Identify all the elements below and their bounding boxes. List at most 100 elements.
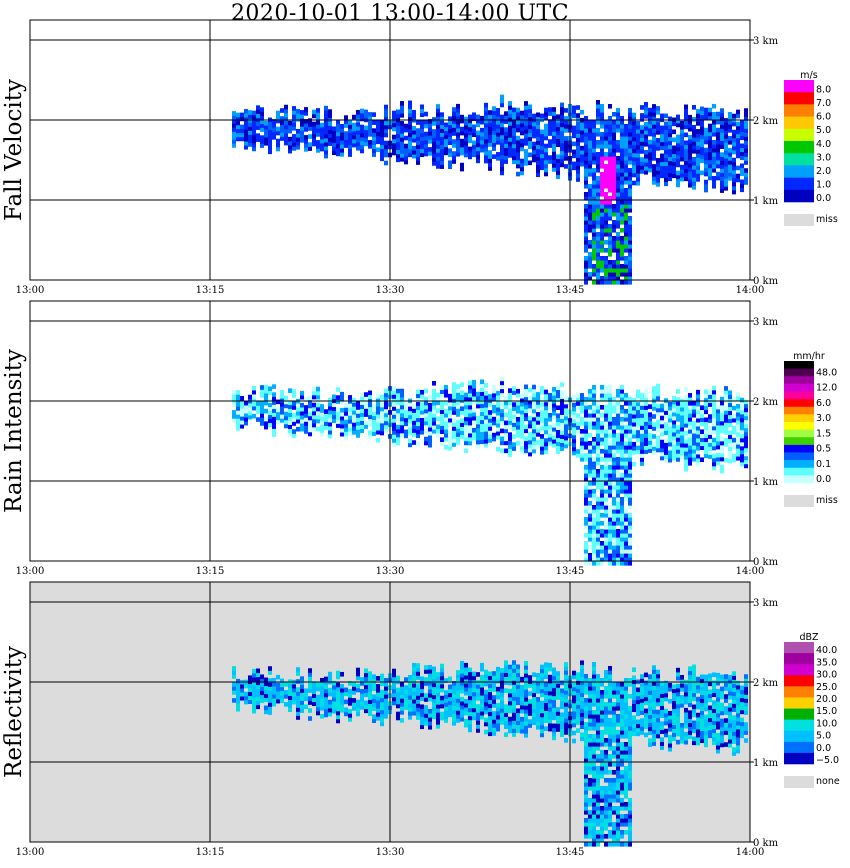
echo-cell — [592, 750, 596, 755]
echo-cell — [740, 131, 744, 137]
echo-cell — [464, 432, 468, 438]
echo-cell — [384, 140, 388, 146]
echo-cell — [516, 123, 520, 129]
echo-cell — [640, 165, 644, 170]
echo-cell — [232, 686, 236, 691]
echo-cell — [728, 442, 732, 448]
echo-cell — [420, 716, 424, 722]
echo-cell — [596, 409, 600, 414]
echo-cell — [472, 112, 476, 118]
echo-cell — [604, 505, 608, 510]
echo-cell — [692, 165, 696, 170]
echo-cell — [696, 169, 700, 174]
echo-cell — [616, 493, 620, 498]
echo-cell — [584, 409, 588, 414]
echo-cell — [600, 176, 604, 181]
echo-cell — [336, 399, 340, 404]
echo-cell — [596, 690, 600, 695]
echo-cell — [392, 676, 396, 682]
echo-cell — [472, 387, 476, 393]
echo-cell — [624, 553, 628, 558]
echo-cell — [320, 713, 324, 719]
echo-cell — [392, 402, 396, 407]
echo-cell — [528, 144, 532, 150]
legend-swatch — [784, 452, 814, 461]
echo-cell — [524, 669, 528, 674]
echo-cell — [460, 430, 464, 435]
echo-cell — [728, 156, 732, 161]
echo-cell — [740, 453, 744, 459]
echo-cell — [688, 421, 692, 426]
echo-cell — [628, 405, 632, 410]
echo-cell — [720, 136, 724, 141]
echo-cell — [548, 678, 552, 684]
echo-cell — [572, 718, 576, 724]
echo-cell — [624, 124, 628, 129]
echo-cell — [352, 130, 356, 136]
echo-cell — [552, 430, 556, 436]
echo-cell — [636, 405, 640, 411]
echo-cell — [624, 140, 628, 145]
echo-cell — [564, 136, 568, 141]
echo-cell — [488, 683, 492, 689]
echo-cell — [252, 142, 256, 148]
echo-cell — [424, 135, 428, 141]
echo-cell — [592, 541, 596, 546]
echo-cell — [644, 421, 648, 426]
legend-label: 1.5 — [816, 428, 831, 439]
echo-cell — [332, 126, 336, 132]
echo-cell — [256, 700, 260, 706]
echo-cell — [616, 200, 620, 205]
echo-cell — [620, 409, 624, 414]
echo-cell — [664, 402, 668, 407]
echo-cell — [672, 455, 676, 461]
echo-cell — [588, 465, 592, 470]
echo-cell — [428, 692, 432, 698]
echo-cell — [572, 698, 576, 704]
echo-cell — [612, 453, 616, 458]
echo-cell — [652, 168, 656, 173]
echo-cell — [676, 413, 680, 418]
echo-cell — [592, 802, 596, 807]
echo-cell — [624, 164, 628, 169]
echo-cell — [608, 537, 612, 542]
echo-cell — [308, 395, 312, 401]
echo-cell — [392, 118, 396, 124]
echo-cell — [644, 129, 648, 135]
echo-cell — [284, 690, 288, 695]
echo-cell — [452, 382, 456, 387]
echo-cell — [460, 700, 464, 706]
echo-cell — [592, 826, 596, 831]
echo-cell — [596, 405, 600, 410]
echo-cell — [364, 676, 368, 682]
echo-cell — [232, 410, 236, 415]
echo-cell — [624, 541, 628, 546]
echo-cell — [576, 169, 580, 174]
echo-cell — [612, 264, 616, 269]
echo-cell — [588, 224, 592, 229]
echo-cell — [628, 260, 632, 265]
echo-cell — [592, 200, 596, 205]
echo-cell — [684, 156, 688, 162]
echo-cell — [588, 252, 592, 257]
echo-cell — [592, 405, 596, 410]
echo-cell — [712, 413, 716, 419]
echo-cell — [364, 700, 368, 706]
echo-cell — [716, 440, 720, 446]
echo-cell — [480, 383, 484, 389]
echo-cell — [424, 404, 428, 410]
echo-cell — [620, 176, 624, 181]
echo-cell — [376, 119, 380, 125]
echo-cell — [480, 682, 484, 688]
echo-cell — [560, 716, 564, 722]
echo-cell — [708, 147, 712, 153]
echo-cell — [432, 392, 436, 398]
echo-cell — [244, 136, 248, 142]
echo-cell — [612, 236, 616, 241]
echo-cell — [520, 445, 524, 451]
echo-cell — [644, 445, 648, 450]
echo-cell — [616, 437, 620, 442]
echo-cell — [696, 449, 700, 455]
echo-cell — [628, 397, 632, 402]
echo-cell — [404, 677, 408, 682]
